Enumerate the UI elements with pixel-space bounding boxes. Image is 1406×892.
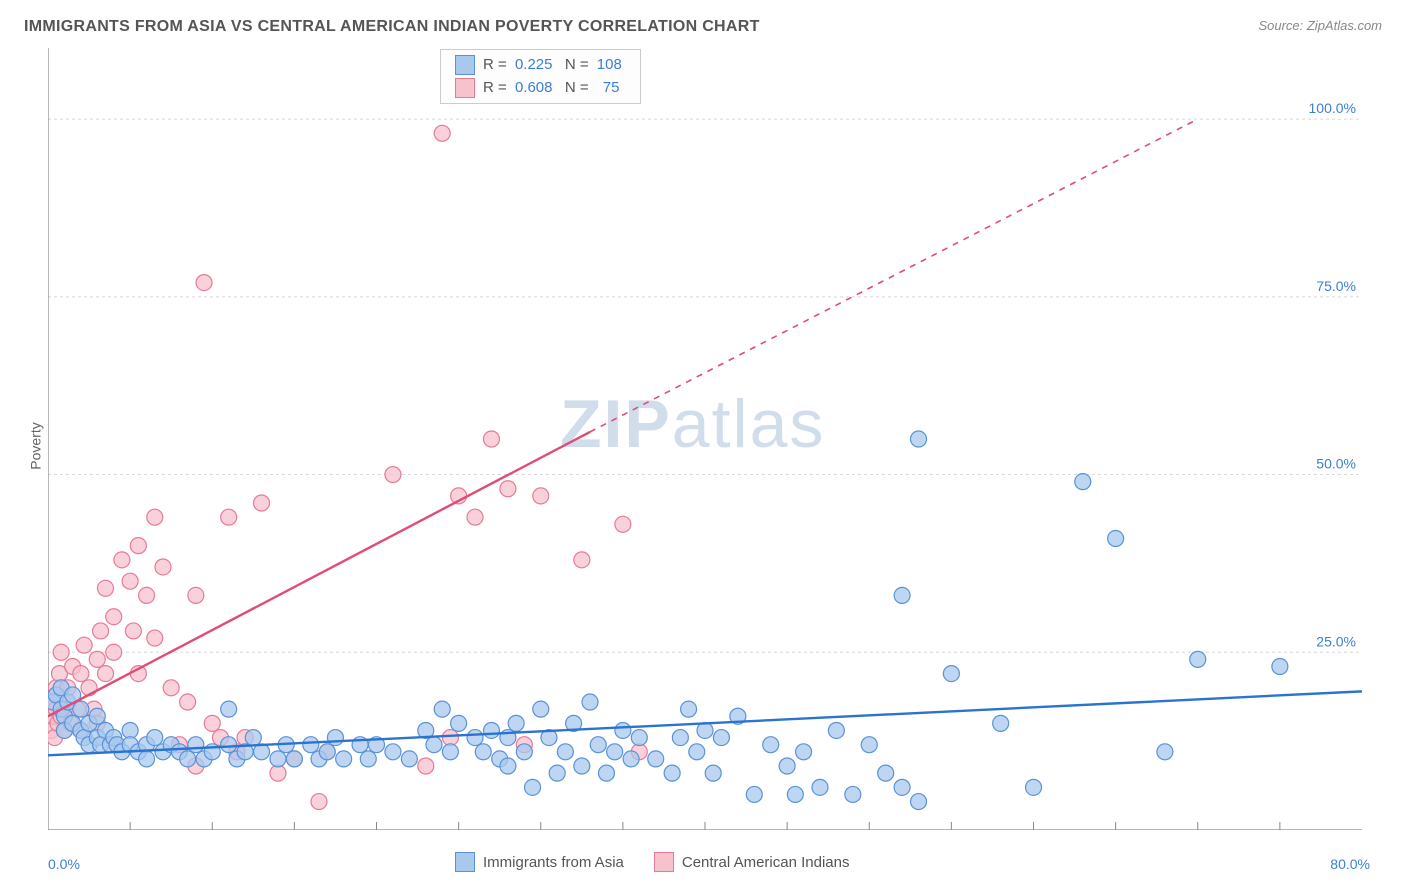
x-axis-max-label: 80.0%	[1330, 856, 1370, 872]
svg-text:25.0%: 25.0%	[1316, 633, 1356, 649]
legend-item-0: Immigrants from Asia	[455, 852, 624, 872]
legend-rn-1: R = 0.608 N = 75	[483, 77, 623, 100]
y-axis-label: Poverty	[28, 422, 44, 469]
swatch-series-1	[455, 78, 475, 98]
svg-text:100.0%: 100.0%	[1309, 100, 1356, 116]
chart-source: Source: ZipAtlas.com	[1258, 18, 1382, 33]
legend-stats-row-0: R = 0.225 N = 108	[455, 54, 626, 77]
swatch-bottom-0	[455, 852, 475, 872]
legend-label-0: Immigrants from Asia	[483, 854, 624, 871]
legend-bottom: Immigrants from Asia Central American In…	[455, 852, 849, 872]
chart-title: IMMIGRANTS FROM ASIA VS CENTRAL AMERICAN…	[24, 18, 760, 36]
legend-label-1: Central American Indians	[682, 854, 850, 871]
svg-text:75.0%: 75.0%	[1316, 278, 1356, 294]
swatch-series-0	[455, 55, 475, 75]
legend-stats: R = 0.225 N = 108 R = 0.608 N = 75	[440, 49, 641, 104]
svg-text:50.0%: 50.0%	[1316, 456, 1356, 472]
swatch-bottom-1	[654, 852, 674, 872]
chart-header: IMMIGRANTS FROM ASIA VS CENTRAL AMERICAN…	[24, 18, 1382, 36]
legend-rn-0: R = 0.225 N = 108	[483, 54, 626, 77]
scatter-chart: 25.0% 50.0% 75.0% 100.0%	[48, 48, 1362, 830]
x-axis-min-label: 0.0%	[48, 856, 80, 872]
legend-item-1: Central American Indians	[654, 852, 850, 872]
legend-stats-row-1: R = 0.608 N = 75	[455, 77, 626, 100]
